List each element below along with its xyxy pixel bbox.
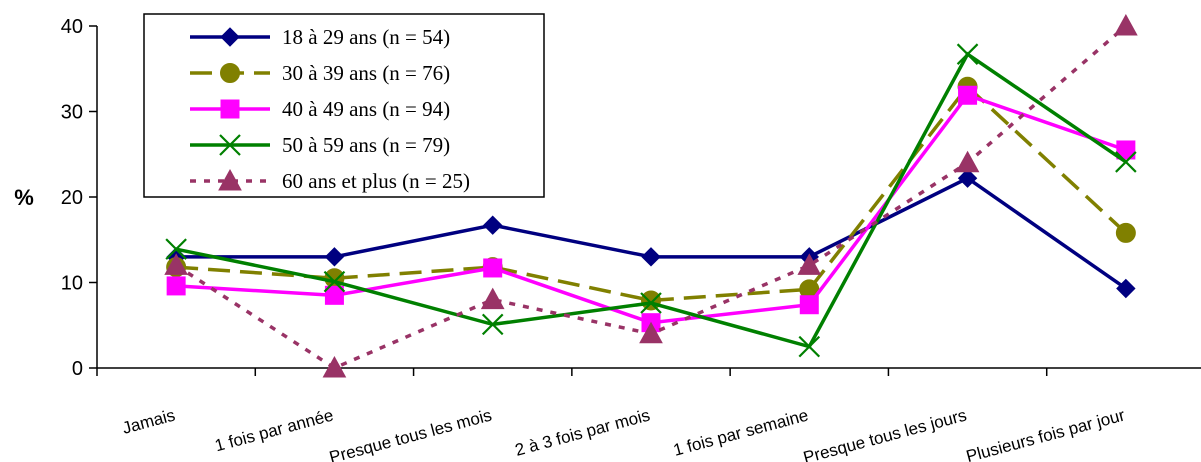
data-point <box>483 258 503 278</box>
legend-item: 40 à 49 ans (n = 94) <box>190 97 450 121</box>
data-point <box>483 215 503 235</box>
legend-box <box>143 13 545 198</box>
category-label: Presque tous les jours <box>801 406 968 462</box>
legend-label: 50 à 59 ans (n = 79) <box>282 133 450 157</box>
legend-marker <box>220 27 240 47</box>
y-tick-label: 10 <box>61 273 83 295</box>
legend-label: 30 à 39 ans (n = 76) <box>282 61 450 85</box>
data-point <box>958 85 978 105</box>
legend-item: 18 à 29 ans (n = 54) <box>190 25 450 49</box>
data-point <box>641 247 661 267</box>
legend-marker <box>219 134 241 156</box>
legend-label: 40 à 49 ans (n = 94) <box>282 97 450 121</box>
data-point <box>323 270 346 293</box>
y-tick-label: 20 <box>61 187 83 209</box>
data-point <box>1116 140 1136 160</box>
legend-item: 30 à 39 ans (n = 76) <box>190 61 450 85</box>
series-4 <box>165 43 1137 358</box>
data-point <box>641 290 661 311</box>
data-point <box>1116 278 1136 299</box>
data-point <box>957 168 978 188</box>
legend-marker <box>218 168 242 191</box>
data-point <box>956 43 979 65</box>
category-label: 1 fois par semaine <box>671 406 810 460</box>
data-point <box>1115 151 1137 173</box>
legend-label: 18 à 29 ans (n = 54) <box>282 25 450 49</box>
category-label: 2 à 3 fois par mois <box>513 406 652 460</box>
y-axis-label: % <box>14 185 34 210</box>
data-point <box>324 285 344 305</box>
data-point <box>955 150 980 173</box>
data-point <box>164 253 188 275</box>
data-point <box>481 313 504 336</box>
y-tick-label: 30 <box>61 102 83 124</box>
data-point <box>640 292 662 314</box>
legend-marker <box>220 63 240 83</box>
data-point <box>324 247 345 267</box>
data-point <box>639 321 663 344</box>
legend-item: 50 à 59 ans (n = 79) <box>190 133 450 157</box>
data-point <box>165 238 187 260</box>
data-point <box>797 253 822 275</box>
series-layer <box>164 13 1138 378</box>
series-5 <box>164 13 1138 378</box>
category-label: Jamais <box>120 406 177 438</box>
category-label: 1 fois par année <box>213 406 336 456</box>
legend: 18 à 29 ans (n = 54) 30 à 39 ans (n = 76)… <box>143 13 545 198</box>
category-label: Presque tous les mois <box>327 406 493 462</box>
y-tick-label: 0 <box>72 358 83 380</box>
data-point <box>322 355 347 378</box>
data-point <box>1114 13 1138 36</box>
category-label: Plusieurs fois par jour <box>964 405 1127 462</box>
legend-item: 60 ans et plus (n = 25) <box>190 168 470 193</box>
data-point <box>480 287 505 310</box>
data-point <box>798 335 821 358</box>
legend-label: 60 ans et plus (n = 25) <box>282 169 470 193</box>
data-point <box>799 295 819 315</box>
data-point <box>1115 222 1136 243</box>
data-point <box>166 276 186 296</box>
legend-marker <box>220 99 240 119</box>
y-tick-label: 40 <box>61 16 83 38</box>
